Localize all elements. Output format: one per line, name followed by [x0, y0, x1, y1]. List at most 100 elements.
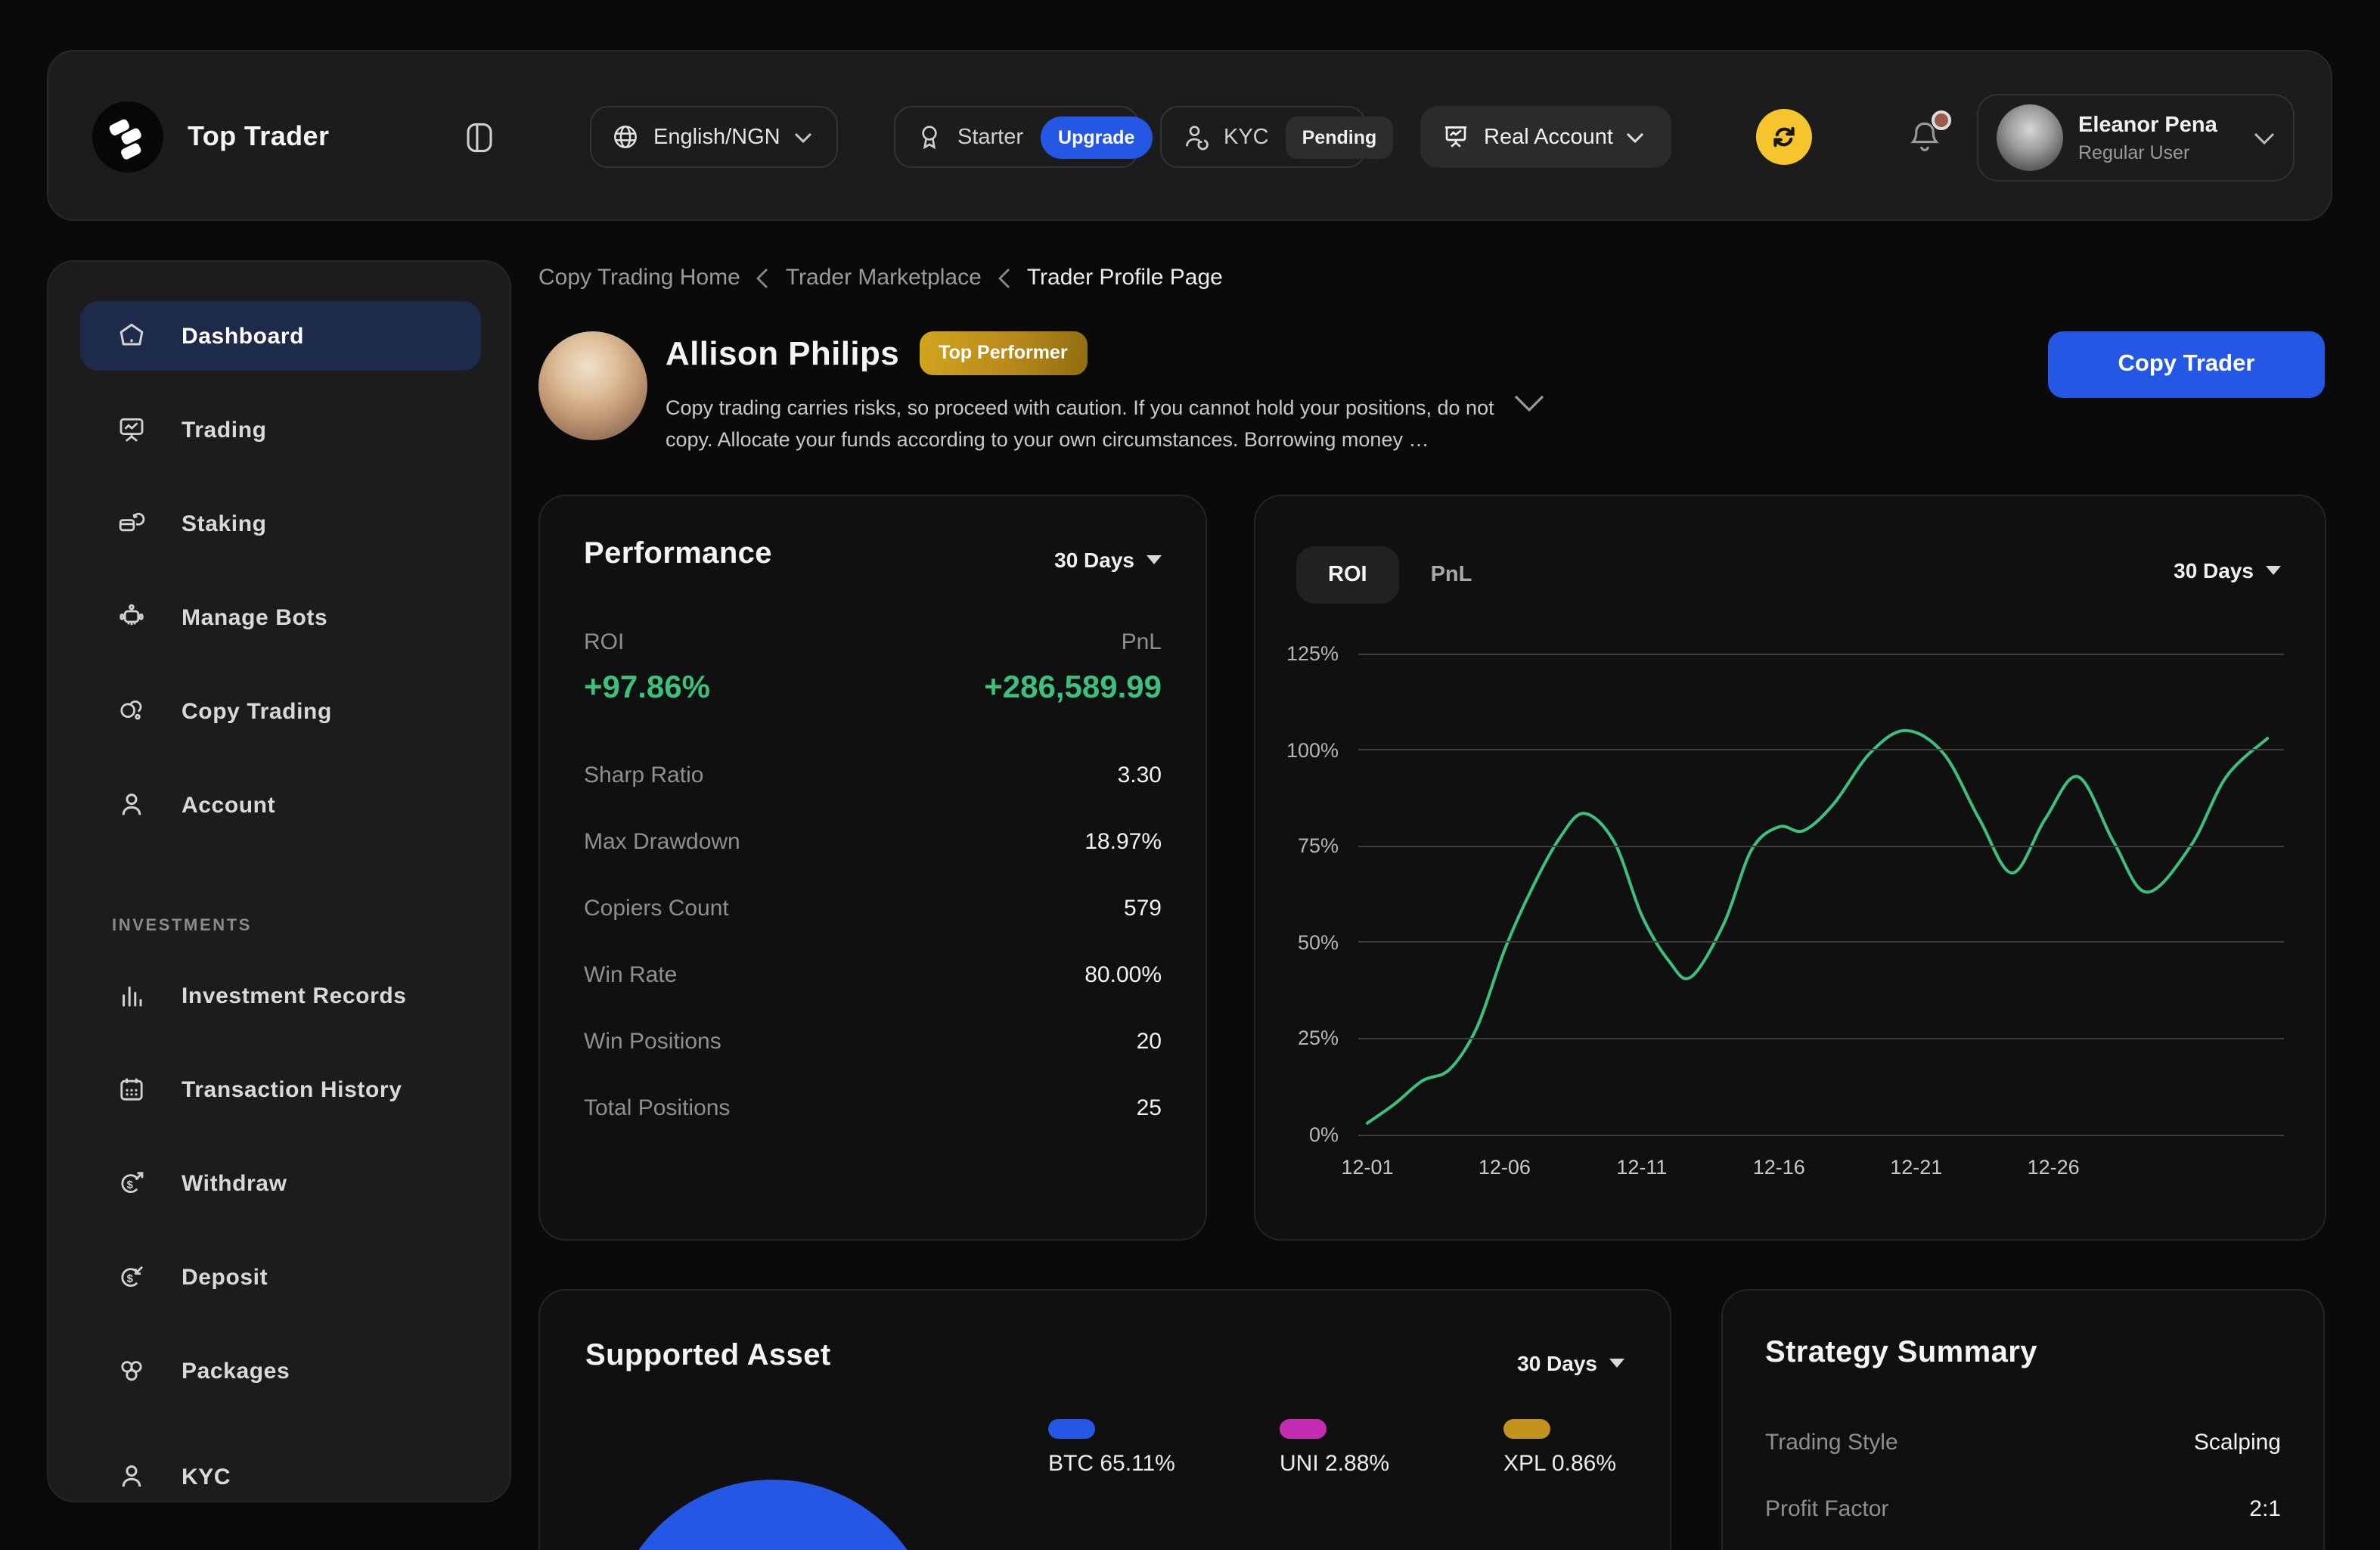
performance-title: Performance — [584, 537, 772, 570]
strategy-label: Trading Style — [1765, 1430, 1898, 1455]
robot-icon — [116, 602, 147, 632]
y-axis-tick-label: 75% — [1297, 834, 1339, 858]
y-axis-tick-label: 25% — [1297, 1027, 1339, 1050]
sidebar-item-label: Staking — [182, 511, 267, 536]
breadcrumb: Copy Trading Home Trader Marketplace Tra… — [538, 265, 1223, 290]
roi-line-series — [1366, 728, 2270, 1125]
trading-board-icon — [116, 415, 147, 445]
user-name: Eleanor Pena — [2078, 113, 2217, 137]
award-icon — [915, 123, 944, 151]
chart-period-dropdown[interactable]: 30 Days — [2174, 558, 2281, 582]
bar-chart-icon — [116, 980, 147, 1011]
user-menu[interactable]: Eleanor Pena Regular User — [1977, 94, 2295, 182]
supported-asset-period-dropdown[interactable]: 30 Days — [1517, 1351, 1624, 1375]
sidebar-item-label: Account — [182, 792, 276, 818]
sidebar-item-label: Withdraw — [182, 1170, 287, 1196]
x-axis-tick-label: 12-16 — [1752, 1156, 1805, 1179]
legend-swatch-btc — [1048, 1419, 1095, 1439]
globe-icon — [611, 123, 640, 151]
roi-value: +97.86% — [584, 670, 710, 705]
sidebar-toggle-icon[interactable] — [463, 121, 496, 154]
stat-value: 20 — [1136, 1029, 1162, 1055]
legend-swatch-uni — [1280, 1419, 1327, 1439]
account-type-selector[interactable]: Real Account — [1420, 106, 1671, 168]
strategy-value: 2:1 — [2249, 1496, 2281, 1522]
sidebar-item-manage-bots[interactable]: Manage Bots — [80, 582, 481, 652]
y-axis-tick-label: 100% — [1286, 738, 1339, 762]
sidebar-item-account[interactable]: Account — [80, 770, 481, 840]
stat-label: Win Rate — [584, 962, 678, 988]
pnl-label: PnL — [1121, 629, 1162, 655]
refresh-button[interactable] — [1756, 109, 1812, 165]
sidebar-item-label: Deposit — [182, 1264, 268, 1290]
sidebar-item-deposit[interactable]: $ Deposit — [80, 1242, 481, 1312]
supported-asset-title: Supported Asset — [585, 1339, 831, 1372]
roi-label: ROI — [584, 629, 625, 655]
sidebar-item-label: KYC — [182, 1464, 231, 1489]
language-label: English/NGN — [653, 125, 780, 149]
tab-pnl[interactable]: PnL — [1399, 546, 1504, 604]
breadcrumb-copy-trading-home[interactable]: Copy Trading Home — [538, 265, 740, 290]
svg-text:$: $ — [127, 1273, 134, 1285]
stat-value: 18.97% — [1084, 829, 1162, 855]
legend-label-btc: BTC 65.11% — [1048, 1451, 1175, 1477]
sidebar-item-kyc[interactable]: KYC — [80, 1442, 481, 1501]
withdraw-icon: $ — [116, 1168, 147, 1198]
language-selector[interactable]: English/NGN — [590, 106, 838, 168]
breadcrumb-trader-marketplace[interactable]: Trader Marketplace — [785, 265, 982, 290]
legend-item-xpl: XPL 0.86% — [1503, 1419, 1616, 1477]
gridline — [1358, 941, 2284, 943]
triangle-down-icon — [2266, 566, 2281, 575]
stat-value: 80.00% — [1084, 962, 1162, 988]
user-icon — [116, 1461, 147, 1492]
sidebar-item-withdraw[interactable]: $ Withdraw — [80, 1148, 481, 1218]
stat-label: Total Positions — [584, 1095, 731, 1121]
gridline — [1358, 653, 2284, 654]
sidebar-item-trading[interactable]: Trading — [80, 395, 481, 464]
stat-value: 3.30 — [1117, 763, 1162, 788]
sidebar-item-dashboard[interactable]: Dashboard — [80, 301, 481, 371]
tab-roi[interactable]: ROI — [1296, 546, 1399, 604]
sidebar-item-investment-records[interactable]: Investment Records — [80, 961, 481, 1030]
sidebar-item-staking[interactable]: Staking — [80, 489, 481, 558]
performance-period-dropdown[interactable]: 30 Days — [1054, 548, 1162, 572]
stat-label: Copiers Count — [584, 896, 729, 921]
y-axis-tick-label: 0% — [1308, 1123, 1339, 1146]
sidebar-item-label: Trading — [182, 417, 267, 443]
sidebar-item-transaction-history[interactable]: Transaction History — [80, 1055, 481, 1124]
user-avatar — [1997, 104, 2063, 171]
breadcrumb-trader-profile-page: Trader Profile Page — [1026, 265, 1223, 290]
kyc-status-button[interactable]: KYC Pending — [1160, 106, 1394, 168]
legend-item-btc: BTC 65.11% — [1048, 1419, 1175, 1477]
y-axis-tick-label: 125% — [1286, 642, 1339, 665]
sidebar-item-label: Dashboard — [182, 323, 305, 349]
chevron-down-icon — [794, 131, 812, 143]
user-sync-icon — [1181, 123, 1210, 151]
user-icon — [116, 790, 147, 820]
user-role: Regular User — [2078, 141, 2190, 163]
kyc-label: KYC — [1224, 125, 1269, 149]
y-axis-tick-label: 50% — [1297, 930, 1339, 954]
sidebar-item-copy-trading[interactable]: Copy Trading — [80, 676, 481, 746]
kyc-pending-badge: Pending — [1285, 116, 1394, 158]
stat-label: Sharp Ratio — [584, 763, 704, 788]
supported-asset-panel: Supported Asset 30 Days BTC 65.11% UNI 2… — [538, 1289, 1671, 1550]
deposit-icon: $ — [116, 1262, 147, 1292]
notifications-button[interactable] — [1907, 110, 1951, 159]
strategy-summary-title: Strategy Summary — [1765, 1336, 2037, 1369]
gridline — [1358, 749, 2284, 751]
sidebar-item-label: Transaction History — [182, 1076, 402, 1102]
copy-trader-button[interactable]: Copy Trader — [2048, 331, 2325, 398]
plan-upgrade-button[interactable]: Starter Upgrade — [894, 106, 1153, 168]
trader-name: Allison Philips — [666, 334, 900, 371]
top-performer-badge: Top Performer — [919, 331, 1088, 375]
upgrade-badge[interactable]: Upgrade — [1040, 116, 1153, 158]
triangle-down-icon — [1609, 1359, 1624, 1368]
chart-tabs: ROI PnL — [1296, 546, 1503, 604]
expand-description-chevron-icon[interactable] — [1513, 393, 1546, 413]
sidebar-item-packages[interactable]: Packages — [80, 1336, 481, 1406]
notification-dot — [1932, 110, 1951, 130]
chevron-down-icon — [1627, 131, 1645, 143]
gridline — [1358, 1037, 2284, 1039]
